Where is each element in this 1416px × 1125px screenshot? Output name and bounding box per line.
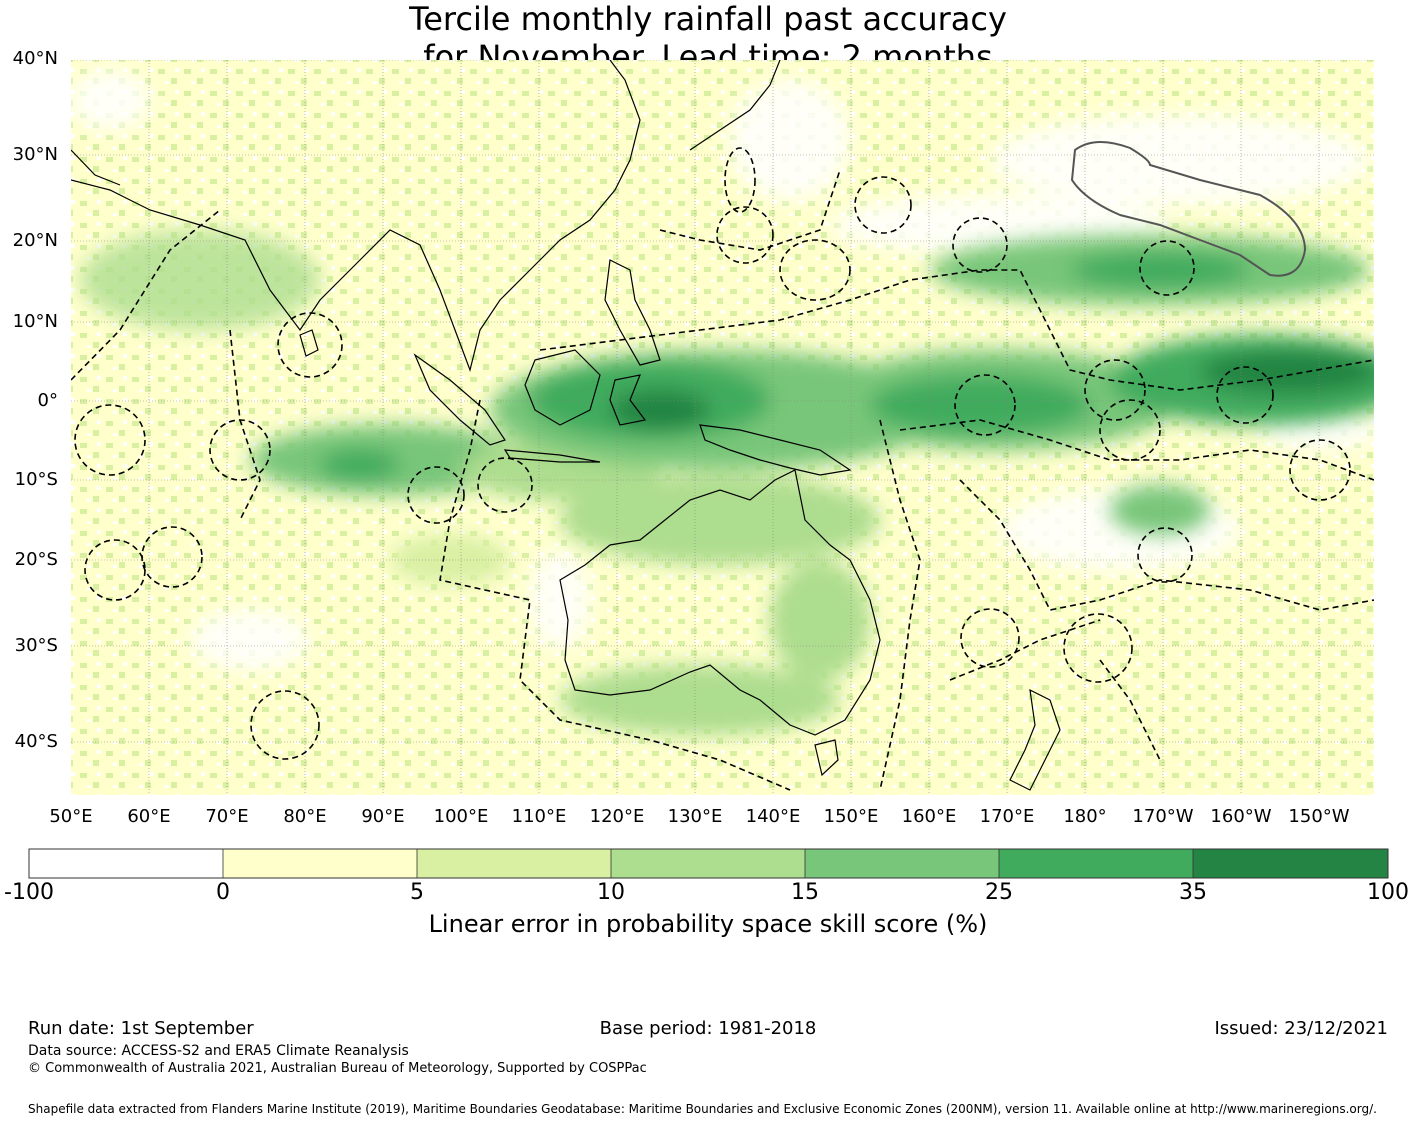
skill-score-map <box>71 60 1374 795</box>
hawaii-eez-highlight <box>1070 141 1307 277</box>
lon-label-140e: 140°E <box>745 806 801 827</box>
colorbar <box>28 848 1389 879</box>
colorbar-segment-2 <box>223 849 417 878</box>
japan-coastline <box>689 60 781 151</box>
java-coastline <box>503 449 601 463</box>
lon-label-90e: 90°E <box>361 806 405 827</box>
asia-mainland-coastline <box>71 60 641 373</box>
colorbar-segment-1 <box>29 849 223 878</box>
lat-label-30s: 30°S <box>14 635 58 656</box>
lon-label-120e: 120°E <box>589 806 645 827</box>
colorbar-tick-15: 15 <box>791 880 819 905</box>
sumatra-coastline <box>413 353 506 446</box>
lon-label-50e: 50°E <box>49 806 93 827</box>
lon-label-70e: 70°E <box>205 806 249 827</box>
colorbar-segment-4 <box>611 849 805 878</box>
lat-label-20n: 20°N <box>12 230 58 251</box>
philippines-coastline <box>604 259 661 366</box>
base-period: Base period: 1981-2018 <box>599 1018 817 1039</box>
colorbar-tick-10: 10 <box>597 880 625 905</box>
australia-coastline <box>559 469 881 736</box>
lat-label-30n: 30°N <box>12 144 58 165</box>
colorbar-label: Linear error in probability space skill … <box>428 910 988 938</box>
lon-label-150e: 150°E <box>823 806 879 827</box>
lon-label-130e: 130°E <box>667 806 723 827</box>
lat-label-20s: 20°S <box>14 549 58 570</box>
lat-label-40s: 40°S <box>14 731 58 752</box>
colorbar-tick-5: 5 <box>410 880 424 905</box>
sulawesi-coastline <box>609 374 647 426</box>
lon-label-100e: 100°E <box>433 806 489 827</box>
colorbar-segment-3 <box>417 849 611 878</box>
coastlines <box>71 60 1061 791</box>
issued-date: Issued: 23/12/2021 <box>1214 1018 1388 1039</box>
copyright: © Commonwealth of Australia 2021, Austra… <box>28 1061 647 1076</box>
new-guinea-coastline <box>699 424 852 476</box>
lon-label-170e: 170°E <box>979 806 1035 827</box>
lon-label-80e: 80°E <box>283 806 327 827</box>
graticule <box>71 60 1374 795</box>
lat-label-equator: 0° <box>37 390 58 411</box>
skill-field-green-areas <box>80 230 1374 735</box>
data-source: Data source: ACCESS-S2 and ERA5 Climate … <box>28 1043 409 1059</box>
lon-label-110e: 110°E <box>511 806 567 827</box>
lon-label-160w: 160°W <box>1210 806 1272 827</box>
colorbar-segment-6 <box>999 849 1193 878</box>
new-zealand-coastline <box>1009 688 1061 791</box>
arabia-coastline <box>71 149 121 186</box>
lon-label-60e: 60°E <box>127 806 171 827</box>
colorbar-segment-7 <box>1193 849 1388 878</box>
colorbar-tick-neg100: -100 <box>4 880 54 905</box>
colorbar-segment-5 <box>805 849 999 878</box>
borneo-coastline <box>524 349 601 426</box>
sri-lanka-coastline <box>299 329 319 357</box>
lon-label-180: 180° <box>1063 806 1107 827</box>
run-date: Run date: 1st September <box>28 1018 254 1039</box>
colorbar-tick-0: 0 <box>216 880 230 905</box>
lon-label-170w: 170°W <box>1132 806 1194 827</box>
lat-label-10s: 10°S <box>14 469 58 490</box>
tasmania-coastline <box>814 739 839 777</box>
eez-boundaries <box>71 147 1374 791</box>
colorbar-tick-35: 35 <box>1179 880 1207 905</box>
colorbar-tick-100: 100 <box>1367 880 1409 905</box>
map-title-line-1: Tercile monthly rainfall past accuracy <box>409 0 1007 38</box>
colorbar-tick-25: 25 <box>985 880 1013 905</box>
lon-label-160e: 160°E <box>901 806 957 827</box>
lat-label-10n: 10°N <box>12 311 58 332</box>
skill-field-white-areas <box>71 70 1374 670</box>
lon-label-150w: 150°W <box>1288 806 1350 827</box>
lat-label-40n: 40°N <box>12 48 58 69</box>
shapefile-credit: Shapefile data extracted from Flanders M… <box>28 1102 1377 1116</box>
